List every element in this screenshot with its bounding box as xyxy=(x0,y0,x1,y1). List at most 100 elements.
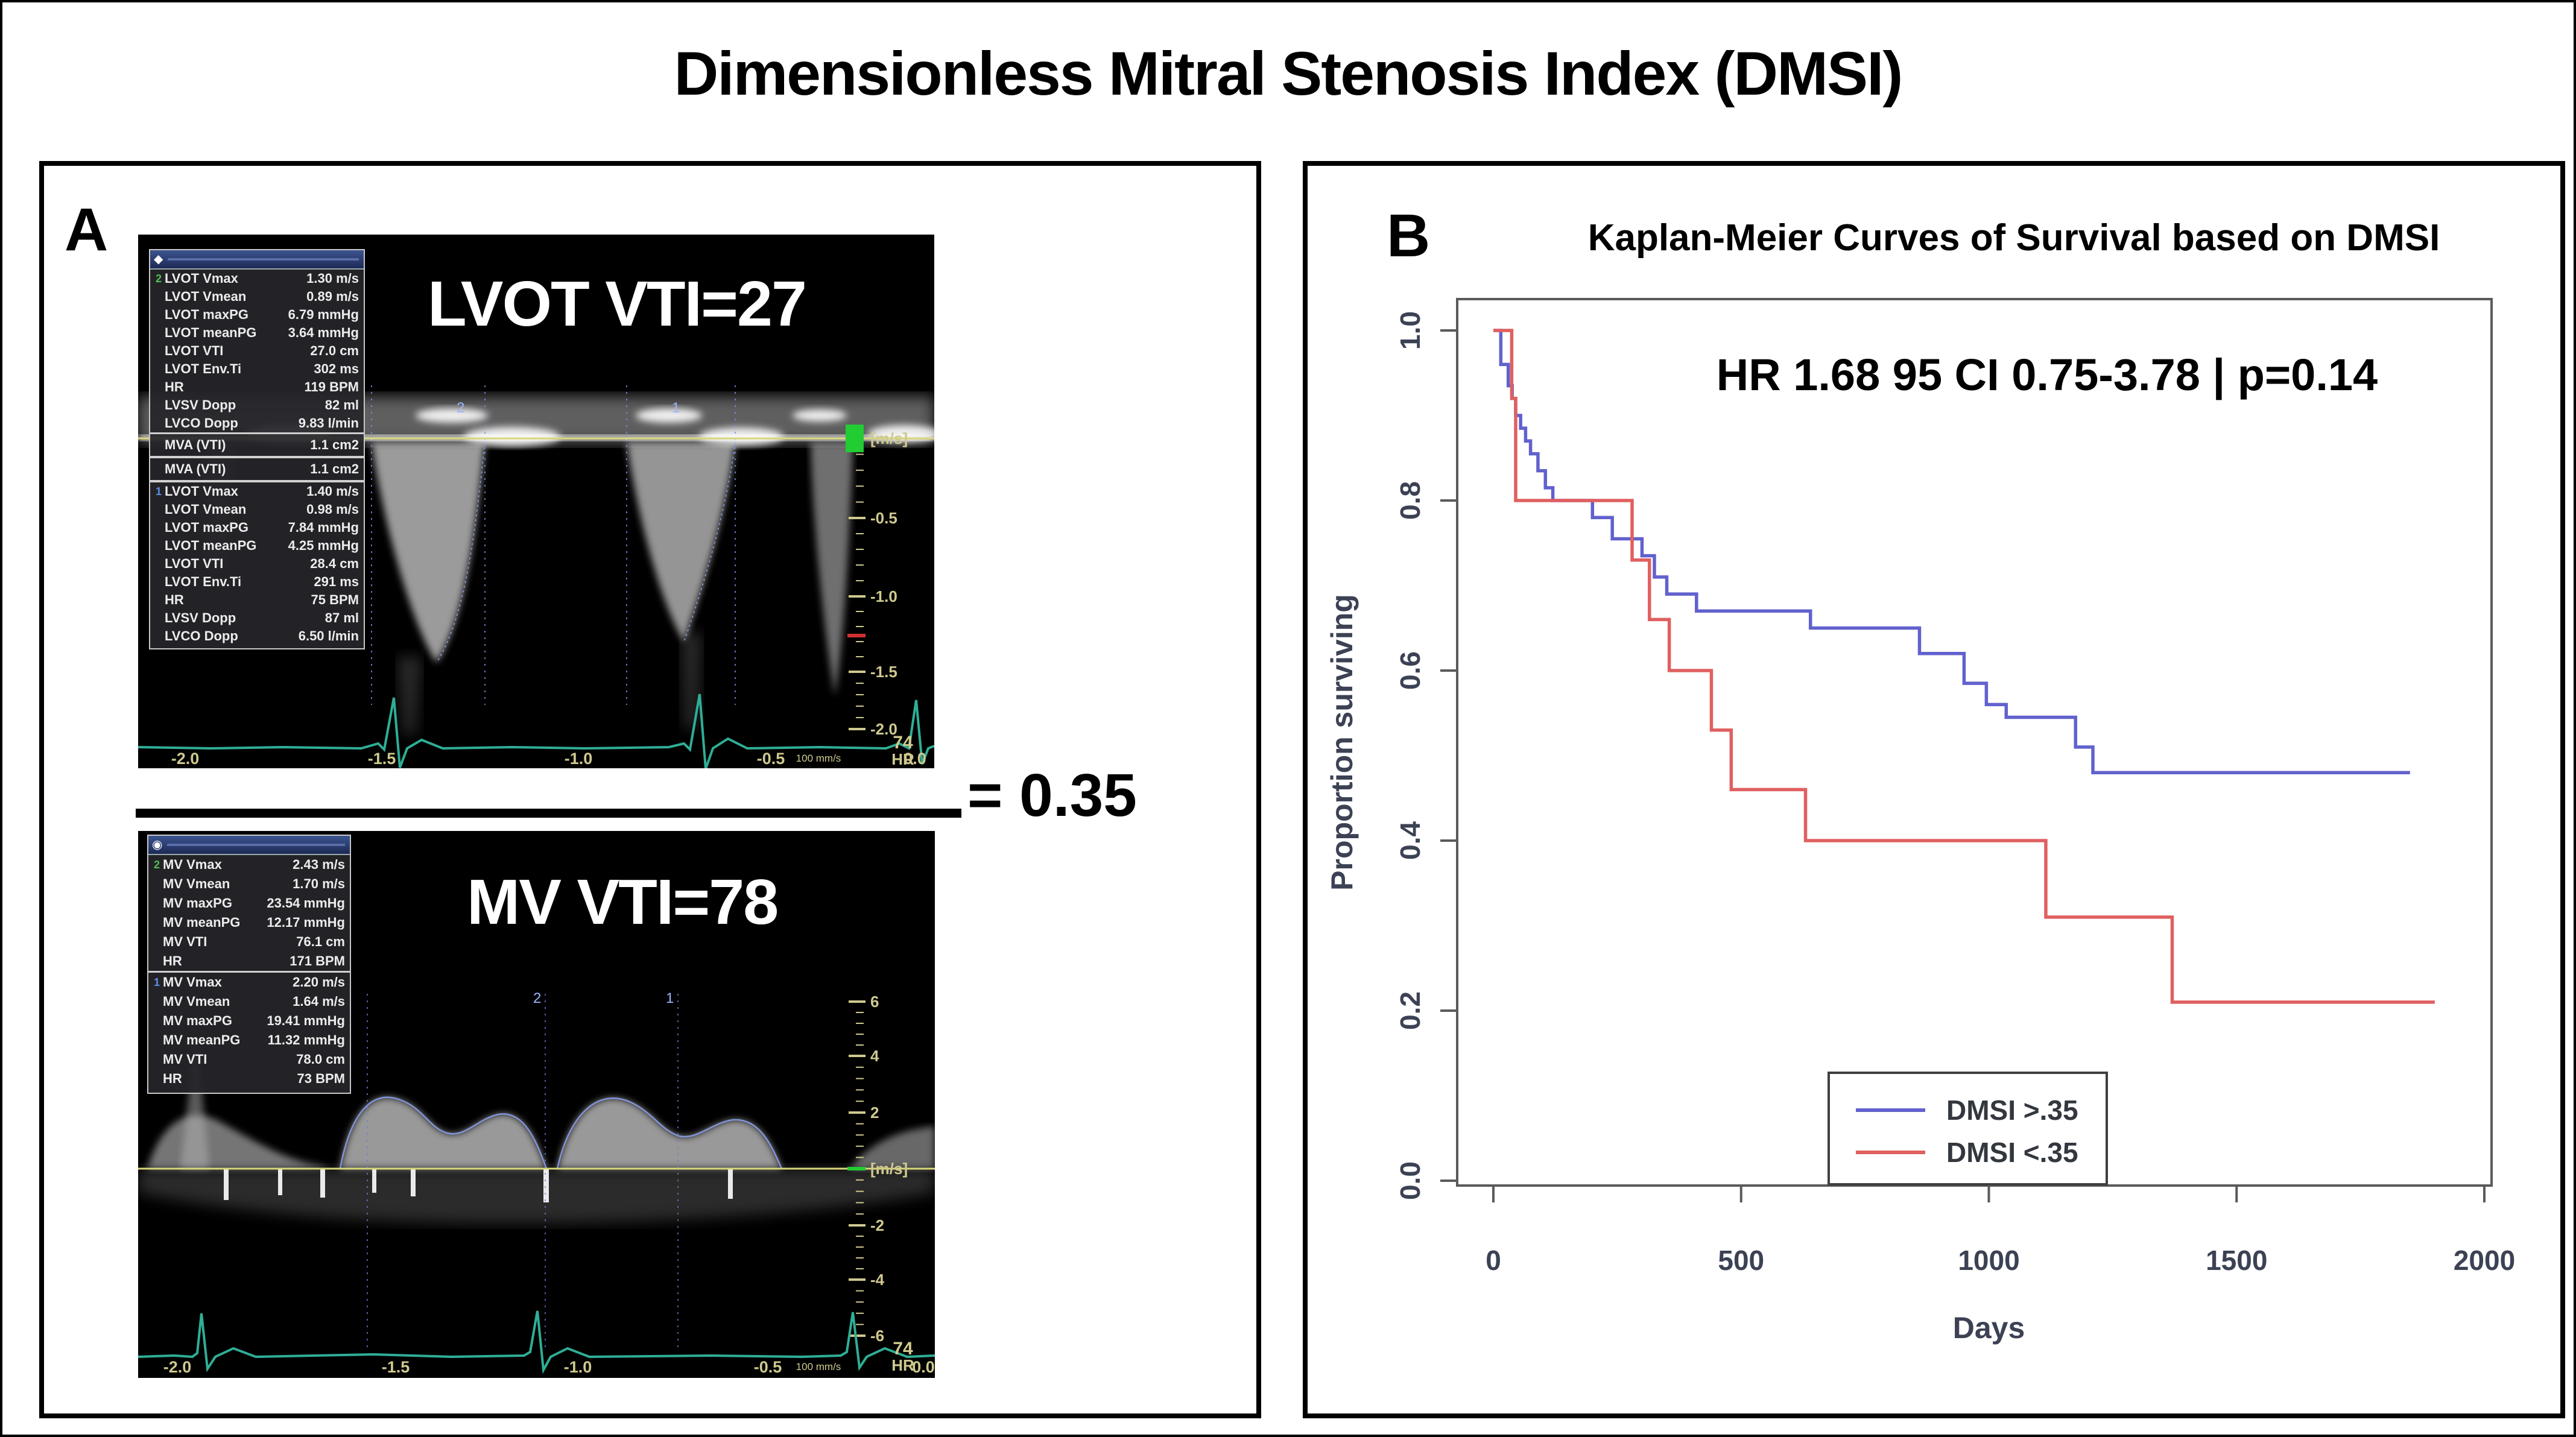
km-chart-title: Kaplan-Meier Curves of Survival based on… xyxy=(1587,217,2440,259)
time-label: -2.0 xyxy=(171,750,200,768)
cursor-number-2: 2 xyxy=(457,400,464,416)
measurement-row: LVOT Env.Ti 291 ms xyxy=(150,573,364,591)
measurement-value: 2.20 m/s xyxy=(293,974,345,990)
measurement-row: LVOT meanPG 4.25 mmHg xyxy=(150,537,364,555)
hr-unit: HR xyxy=(891,1356,914,1374)
legend-label: DMSI >.35 xyxy=(1946,1094,2078,1126)
y-tick-label: 1.0 xyxy=(1394,311,1426,350)
velocity-scale: [m/s] -0.5 -1.0 -1.5 -2.0 xyxy=(849,429,908,738)
measurement-label: MVA (VTI) xyxy=(165,437,226,452)
measurement-label: LVOT Env.Ti xyxy=(165,361,242,376)
measurement-label: LVOT VTI xyxy=(165,343,224,358)
measurement-label: LVOT meanPG xyxy=(165,538,257,553)
measurement-value: 75 BPM xyxy=(311,592,359,607)
measurement-label: MV meanPG xyxy=(163,915,241,930)
measurement-value: 291 ms xyxy=(314,574,359,589)
measurement-value: 1.1 cm2 xyxy=(310,437,359,452)
measurement-row: LVOT VTI 27.0 cm xyxy=(150,342,364,360)
time-label: -0.5 xyxy=(754,1358,782,1376)
scale-label: -6 xyxy=(870,1327,884,1345)
measurement-row: HR 75 BPM xyxy=(150,591,364,609)
measurement-row: 1 MV Vmax 2.20 m/s xyxy=(148,973,350,992)
scale-label: -2 xyxy=(870,1216,884,1234)
figure-title: Dimensionless Mitral Stenosis Index (DMS… xyxy=(674,39,1904,108)
y-tick-label: 0.4 xyxy=(1394,821,1426,860)
titlebar-rule xyxy=(168,258,359,261)
cursor-number-2: 2 xyxy=(533,990,541,1006)
measurement-label: HR xyxy=(163,953,182,968)
measurement-value: 9.83 l/min xyxy=(298,415,359,431)
measurement-row: LVOT Vmean 0.89 m/s xyxy=(150,288,364,306)
measurement-row: 2 MV Vmax 2.43 m/s xyxy=(148,855,350,874)
measurement-label: HR xyxy=(165,592,184,607)
measurement-panel-titlebar: ◉ xyxy=(148,836,350,855)
measurement-value: 1.70 m/s xyxy=(293,876,345,891)
measurement-row: MVA (VTI) 1.1 cm2 xyxy=(150,456,364,481)
time-label: -1.0 xyxy=(564,1358,592,1376)
measurement-value: 1.64 m/s xyxy=(293,994,345,1009)
legend-box xyxy=(1828,1072,2108,1186)
measurement-panel-titlebar: ◆ xyxy=(150,250,364,270)
scale-label: 4 xyxy=(870,1047,879,1065)
measurement-row: LVOT Vmean 0.98 m/s xyxy=(150,501,364,519)
time-label: -1.0 xyxy=(565,750,593,768)
y-tick-label: 0.8 xyxy=(1394,481,1426,520)
measurement-row: LVCO Dopp 9.83 l/min xyxy=(150,414,364,432)
baseline-spikes xyxy=(224,1169,733,1202)
x-axis-title: Days xyxy=(1953,1311,2025,1345)
cursor-number-1: 1 xyxy=(666,990,674,1006)
scale-label: -2.0 xyxy=(870,720,897,738)
y-tick-label: 0.2 xyxy=(1394,991,1426,1030)
measurement-label: MVA (VTI) xyxy=(165,461,226,476)
titlebar-rule xyxy=(167,844,345,846)
measurement-label: LVOT maxPG xyxy=(165,307,248,322)
measurement-label: MV Vmax xyxy=(163,857,222,872)
hr-annotation: HR 1.68 95 CI 0.75-3.78 | p=0.14 xyxy=(1716,350,2378,400)
measurement-row: LVOT maxPG 7.84 mmHg xyxy=(150,519,364,537)
measurement-label: MV maxPG xyxy=(163,1013,232,1028)
measurement-panel-mv: ◉ 2 MV Vmax 2.43 m/s MV Vmean 1.70 m/s MV max… xyxy=(147,835,351,1094)
scale-label: -1.5 xyxy=(870,663,897,681)
measurement-label: LVCO Dopp xyxy=(165,415,238,431)
velocity-scale: 6 4 2 [m/s] -2 -4 -6 xyxy=(849,993,908,1345)
measurement-row: MV maxPG 19.41 mmHg xyxy=(148,1011,350,1031)
measurement-row: MV Vmean 1.64 m/s xyxy=(148,992,350,1011)
measurement-row: MV meanPG 12.17 mmHg xyxy=(148,913,350,932)
scale-label: -0.5 xyxy=(870,509,897,527)
scale-label: -1.0 xyxy=(870,587,897,605)
measurement-row: MV VTI 78.0 cm xyxy=(148,1050,350,1069)
measurement-panel-lvot: ◆ 2 LVOT Vmax 1.30 m/s LVOT Vmean 0.89 m/s LV… xyxy=(149,249,365,649)
measurement-value: 73 BPM xyxy=(297,1071,345,1086)
measurement-value: 6.79 mmHg xyxy=(288,307,359,322)
cursor-number-1: 1 xyxy=(672,400,680,416)
time-label: -1.5 xyxy=(368,750,396,768)
measurement-row: MV meanPG 11.32 mmHg xyxy=(148,1031,350,1050)
circle-icon: ◉ xyxy=(152,838,163,851)
measurement-label: MV maxPG xyxy=(163,895,232,911)
time-label: -1.5 xyxy=(382,1358,410,1376)
measurement-value: 1.40 m/s xyxy=(306,484,359,499)
measurement-value: 19.41 mmHg xyxy=(267,1013,345,1028)
ultrasound-image-mv: 2 1 6 4 2 [m/s] -2 -4 -6 -2.0 -1.5 -1.0 -0.5 0.0 10… xyxy=(138,831,935,1378)
measurement-value: 23.54 mmHg xyxy=(267,895,345,911)
hr-value: 74 xyxy=(893,733,913,753)
measurement-section-1: 2 MV Vmax 2.43 m/s MV Vmean 1.70 m/s MV maxPG… xyxy=(148,855,350,971)
scale-label: -4 xyxy=(870,1271,885,1289)
measurement-label: LVSV Dopp xyxy=(165,397,236,412)
measurement-row: HR 171 BPM xyxy=(148,952,350,971)
km-curve-below xyxy=(1493,329,2435,1004)
hr-unit: HR xyxy=(891,750,914,768)
measurement-value: 0.89 m/s xyxy=(306,289,359,304)
x-tick-label: 2000 xyxy=(2454,1245,2515,1276)
measurement-row: MV VTI 76.1 cm xyxy=(148,932,350,952)
measurement-row: LVCO Dopp 6.50 l/min xyxy=(150,627,364,645)
measurement-label: LVCO Dopp xyxy=(165,628,238,643)
time-label: 0.0 xyxy=(903,750,926,768)
x-tick-label: 1000 xyxy=(1958,1245,2019,1276)
measurement-value: 4.25 mmHg xyxy=(288,538,359,553)
measurement-row: 1 LVOT Vmax 1.40 m/s xyxy=(150,482,364,501)
x-tick-label: 500 xyxy=(1718,1245,1764,1276)
scale-label: [m/s] xyxy=(870,429,908,447)
